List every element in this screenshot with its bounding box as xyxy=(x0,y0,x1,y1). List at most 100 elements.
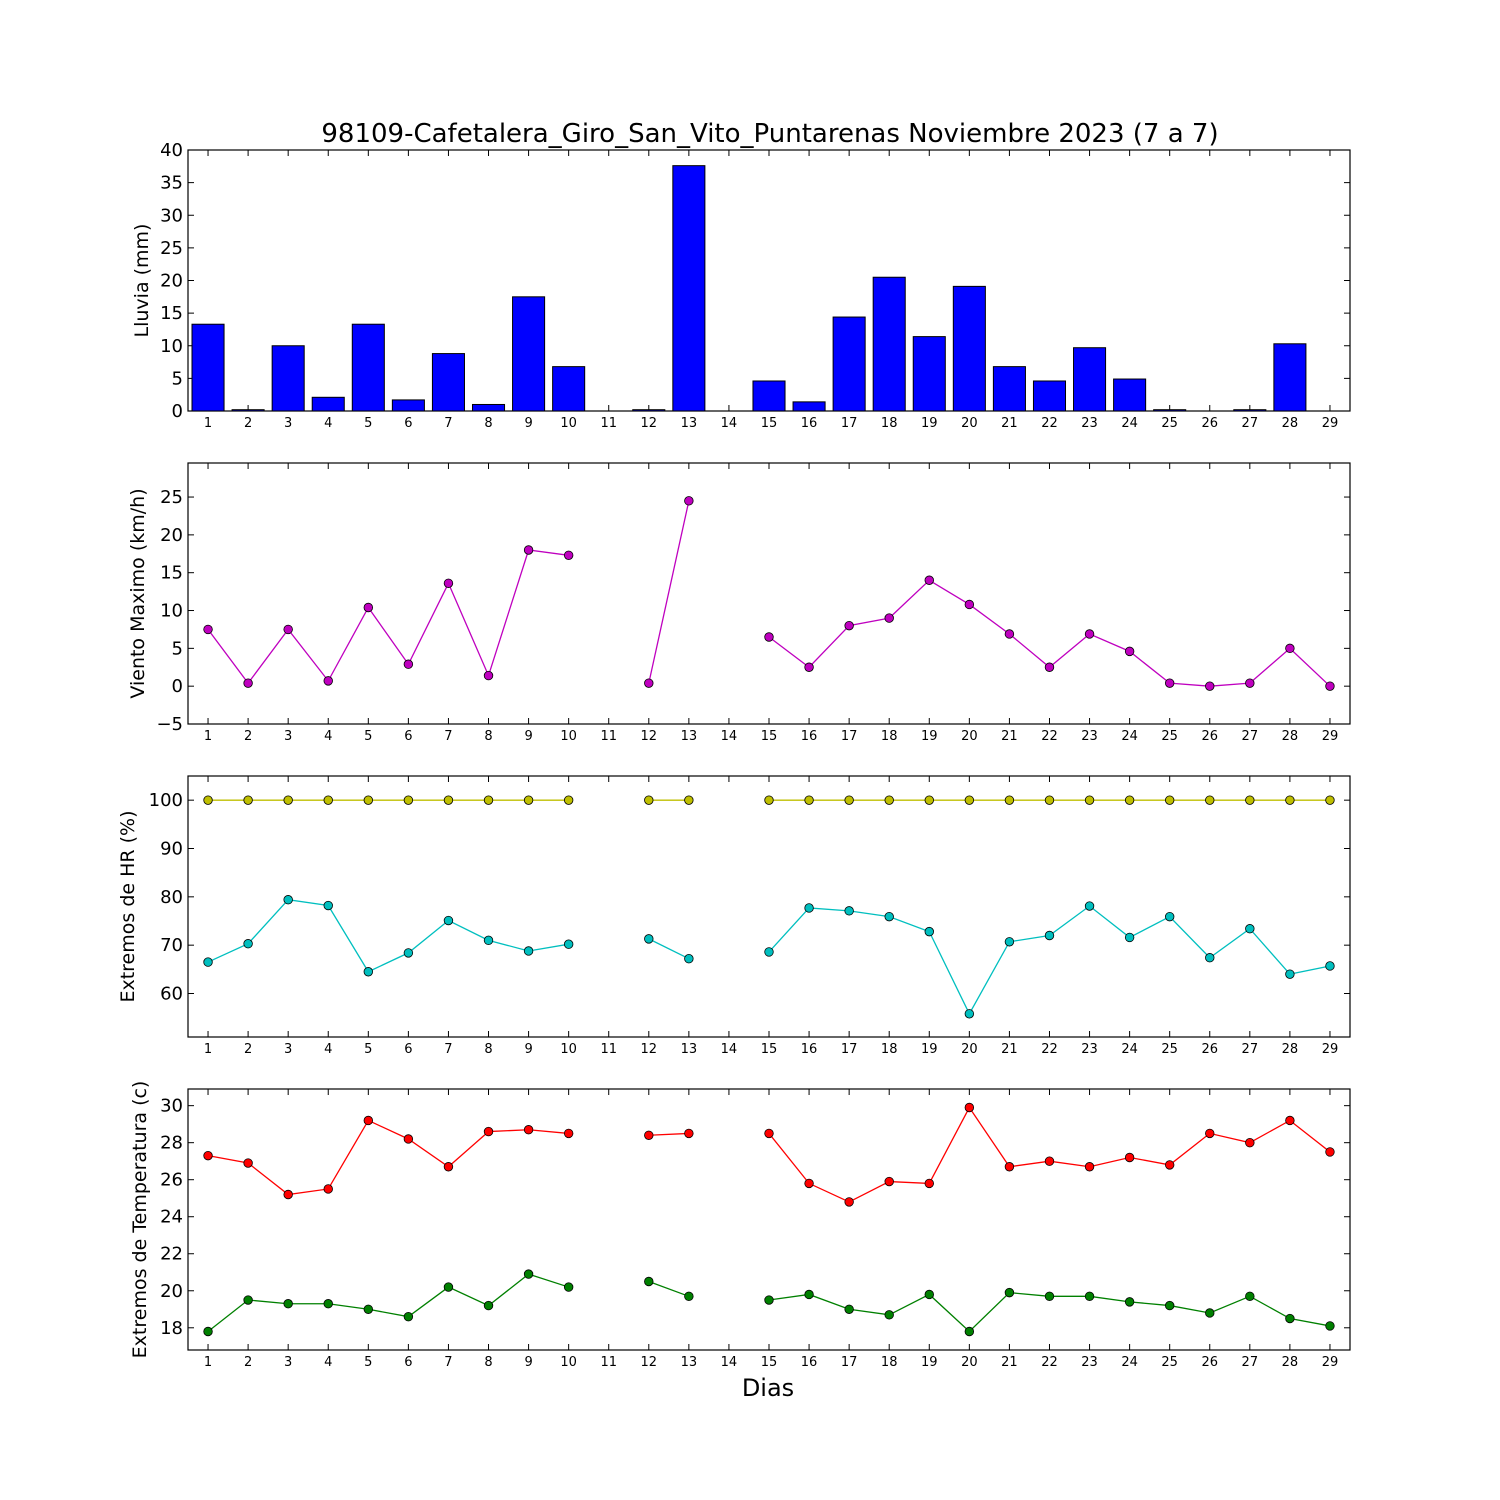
data-point xyxy=(323,795,333,805)
series-line-2 xyxy=(207,1273,569,1333)
x-tick-label: 1 xyxy=(204,1355,212,1370)
x-tick-label: 10 xyxy=(560,1042,577,1057)
x-tick-label: 29 xyxy=(1322,1042,1339,1057)
x-tick-label: 24 xyxy=(1121,416,1138,431)
data-point xyxy=(403,948,414,958)
data-point xyxy=(884,911,894,922)
bar xyxy=(1233,409,1267,412)
data-point xyxy=(924,1289,934,1300)
x-tick-label: 15 xyxy=(761,729,778,744)
data-point xyxy=(1205,795,1215,805)
x-tick-label: 28 xyxy=(1282,1042,1299,1057)
data-point xyxy=(844,1197,854,1207)
data-point xyxy=(443,578,454,588)
data-point xyxy=(443,1162,454,1172)
x-tick-label: 18 xyxy=(881,416,898,431)
data-point xyxy=(363,795,374,805)
data-point xyxy=(1084,795,1095,805)
data-point xyxy=(243,795,253,805)
data-point xyxy=(243,678,253,688)
x-tick-label: 4 xyxy=(324,1355,332,1370)
y-tick-label: 30 xyxy=(160,205,183,226)
data-point xyxy=(323,1299,333,1309)
x-tick-label: 18 xyxy=(881,1355,898,1370)
x-tick-label: 2 xyxy=(244,416,252,431)
x-tick-label: 1 xyxy=(204,729,212,744)
x-tick-label: 23 xyxy=(1081,1042,1098,1057)
data-point xyxy=(563,550,574,560)
y-tick-label: 0 xyxy=(172,401,183,422)
x-tick-label: 15 xyxy=(761,1355,778,1370)
data-point xyxy=(283,795,293,805)
data-point xyxy=(764,1128,774,1139)
y-axis-label: Lluvia (mm) xyxy=(131,224,153,338)
data-point xyxy=(1164,1300,1175,1311)
data-point xyxy=(203,1326,213,1337)
y-tick-label: 18 xyxy=(160,1318,183,1339)
x-tick-label: 13 xyxy=(681,416,698,431)
plot-frame xyxy=(187,775,1351,1038)
x-tick-label: 22 xyxy=(1041,416,1058,431)
bar xyxy=(952,285,986,412)
data-point xyxy=(804,662,814,672)
x-tick-label: 3 xyxy=(284,1042,292,1057)
y-tick-label: 20 xyxy=(160,1281,183,1302)
data-point xyxy=(403,1311,414,1322)
x-tick-label: 2 xyxy=(244,1042,252,1057)
data-point xyxy=(203,795,213,805)
x-tick-label: 19 xyxy=(921,1042,938,1057)
x-tick-label: 22 xyxy=(1041,1355,1058,1370)
data-point xyxy=(1164,795,1175,805)
x-tick-label: 19 xyxy=(921,416,938,431)
bar xyxy=(431,353,465,412)
data-point xyxy=(764,1295,774,1305)
data-point xyxy=(1245,1137,1255,1148)
x-tick-label: 25 xyxy=(1161,1042,1178,1057)
data-point xyxy=(283,1189,293,1200)
data-point xyxy=(1325,681,1335,691)
data-point xyxy=(523,545,534,555)
data-point xyxy=(1124,795,1135,805)
bar xyxy=(832,316,866,412)
x-tick-label: 29 xyxy=(1322,416,1339,431)
series-line-1 xyxy=(648,1132,689,1136)
x-tick-label: 1 xyxy=(204,1042,212,1057)
x-tick-label: 8 xyxy=(484,729,492,744)
data-point xyxy=(323,1184,333,1194)
y-tick-label: 5 xyxy=(172,368,183,389)
x-tick-label: 21 xyxy=(1001,1355,1018,1370)
x-tick-label: 21 xyxy=(1001,729,1018,744)
y-tick-label: 10 xyxy=(160,336,183,357)
y-axis-label: Extremos de Temperatura (c) xyxy=(129,1081,151,1359)
y-tick-label: 35 xyxy=(160,173,183,194)
data-point xyxy=(1245,678,1255,688)
series-line-1 xyxy=(768,1106,1331,1203)
x-tick-label: 13 xyxy=(681,729,698,744)
x-tick-label: 14 xyxy=(721,1042,738,1057)
x-tick-label: 7 xyxy=(444,1042,452,1057)
data-point xyxy=(443,795,454,805)
y-tick-label: 20 xyxy=(160,271,183,292)
data-point xyxy=(1044,662,1055,672)
bar xyxy=(271,345,305,412)
chart-title: 98109-Cafetalera_Giro_San_Vito_Puntarena… xyxy=(321,119,1218,149)
data-point xyxy=(483,670,494,681)
x-tick-label: 12 xyxy=(641,1042,658,1057)
y-tick-label: 60 xyxy=(160,984,183,1005)
data-point xyxy=(203,624,213,635)
data-point xyxy=(1084,1162,1095,1172)
data-point xyxy=(203,957,213,967)
data-point xyxy=(1325,961,1335,971)
data-point xyxy=(764,795,774,805)
series-line-2 xyxy=(768,905,1331,1016)
x-tick-label: 17 xyxy=(841,1042,858,1057)
data-point xyxy=(964,1009,975,1019)
data-point xyxy=(1004,937,1015,947)
x-tick-label: 17 xyxy=(841,416,858,431)
y-tick-label: 100 xyxy=(149,790,183,811)
series-line-2 xyxy=(207,899,569,973)
x-tick-label: 26 xyxy=(1201,416,1218,431)
x-tick-label: 16 xyxy=(801,1355,818,1370)
